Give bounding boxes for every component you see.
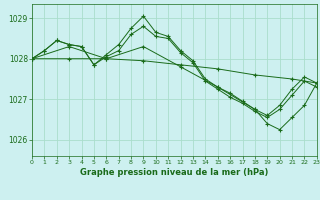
X-axis label: Graphe pression niveau de la mer (hPa): Graphe pression niveau de la mer (hPa)	[80, 168, 268, 177]
